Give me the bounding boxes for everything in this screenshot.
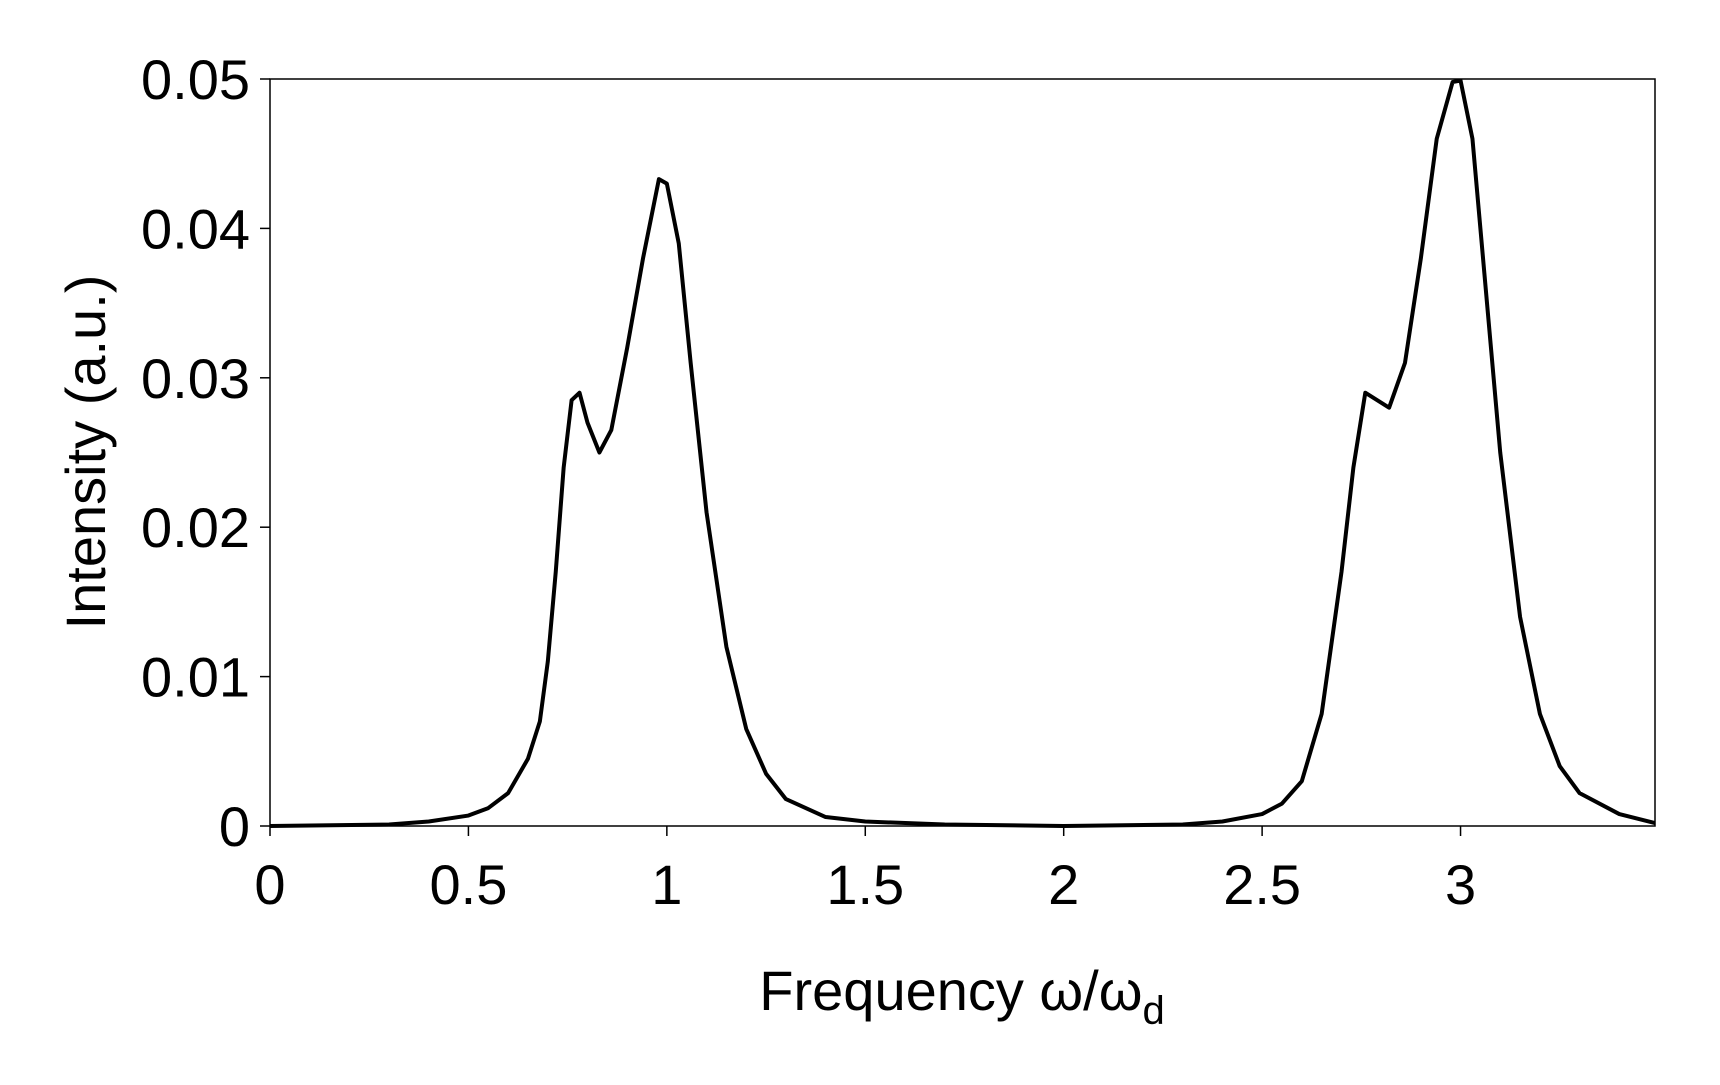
plot-frame: [269, 78, 1656, 827]
x-tick-label: 0.5: [429, 853, 507, 916]
line-series: [269, 78, 1656, 828]
x-tick-label: 1.5: [826, 853, 904, 916]
x-tick-label: 3: [1445, 853, 1476, 916]
x-axis-label: Frequency ω/ωd: [759, 959, 1164, 1033]
y-tick-label: 0.01: [141, 646, 250, 709]
x-axis-label-subscript: d: [1142, 989, 1164, 1033]
y-tick-label: 0.05: [141, 48, 250, 111]
x-tick-label: 2.5: [1223, 853, 1301, 916]
y-axis-label: Intensity (a.u.): [54, 275, 117, 630]
x-tick-label: 2: [1048, 853, 1079, 916]
x-tick-label: 1: [651, 853, 682, 916]
y-tick-label: 0.04: [141, 197, 250, 260]
x-axis-label-main: Frequency ω/ω: [759, 959, 1142, 1022]
y-tick-label: 0.03: [141, 347, 250, 410]
y-tick-label: 0: [219, 795, 250, 858]
y-tick-label: 0.02: [141, 496, 250, 559]
x-tick-label: 0: [254, 853, 285, 916]
